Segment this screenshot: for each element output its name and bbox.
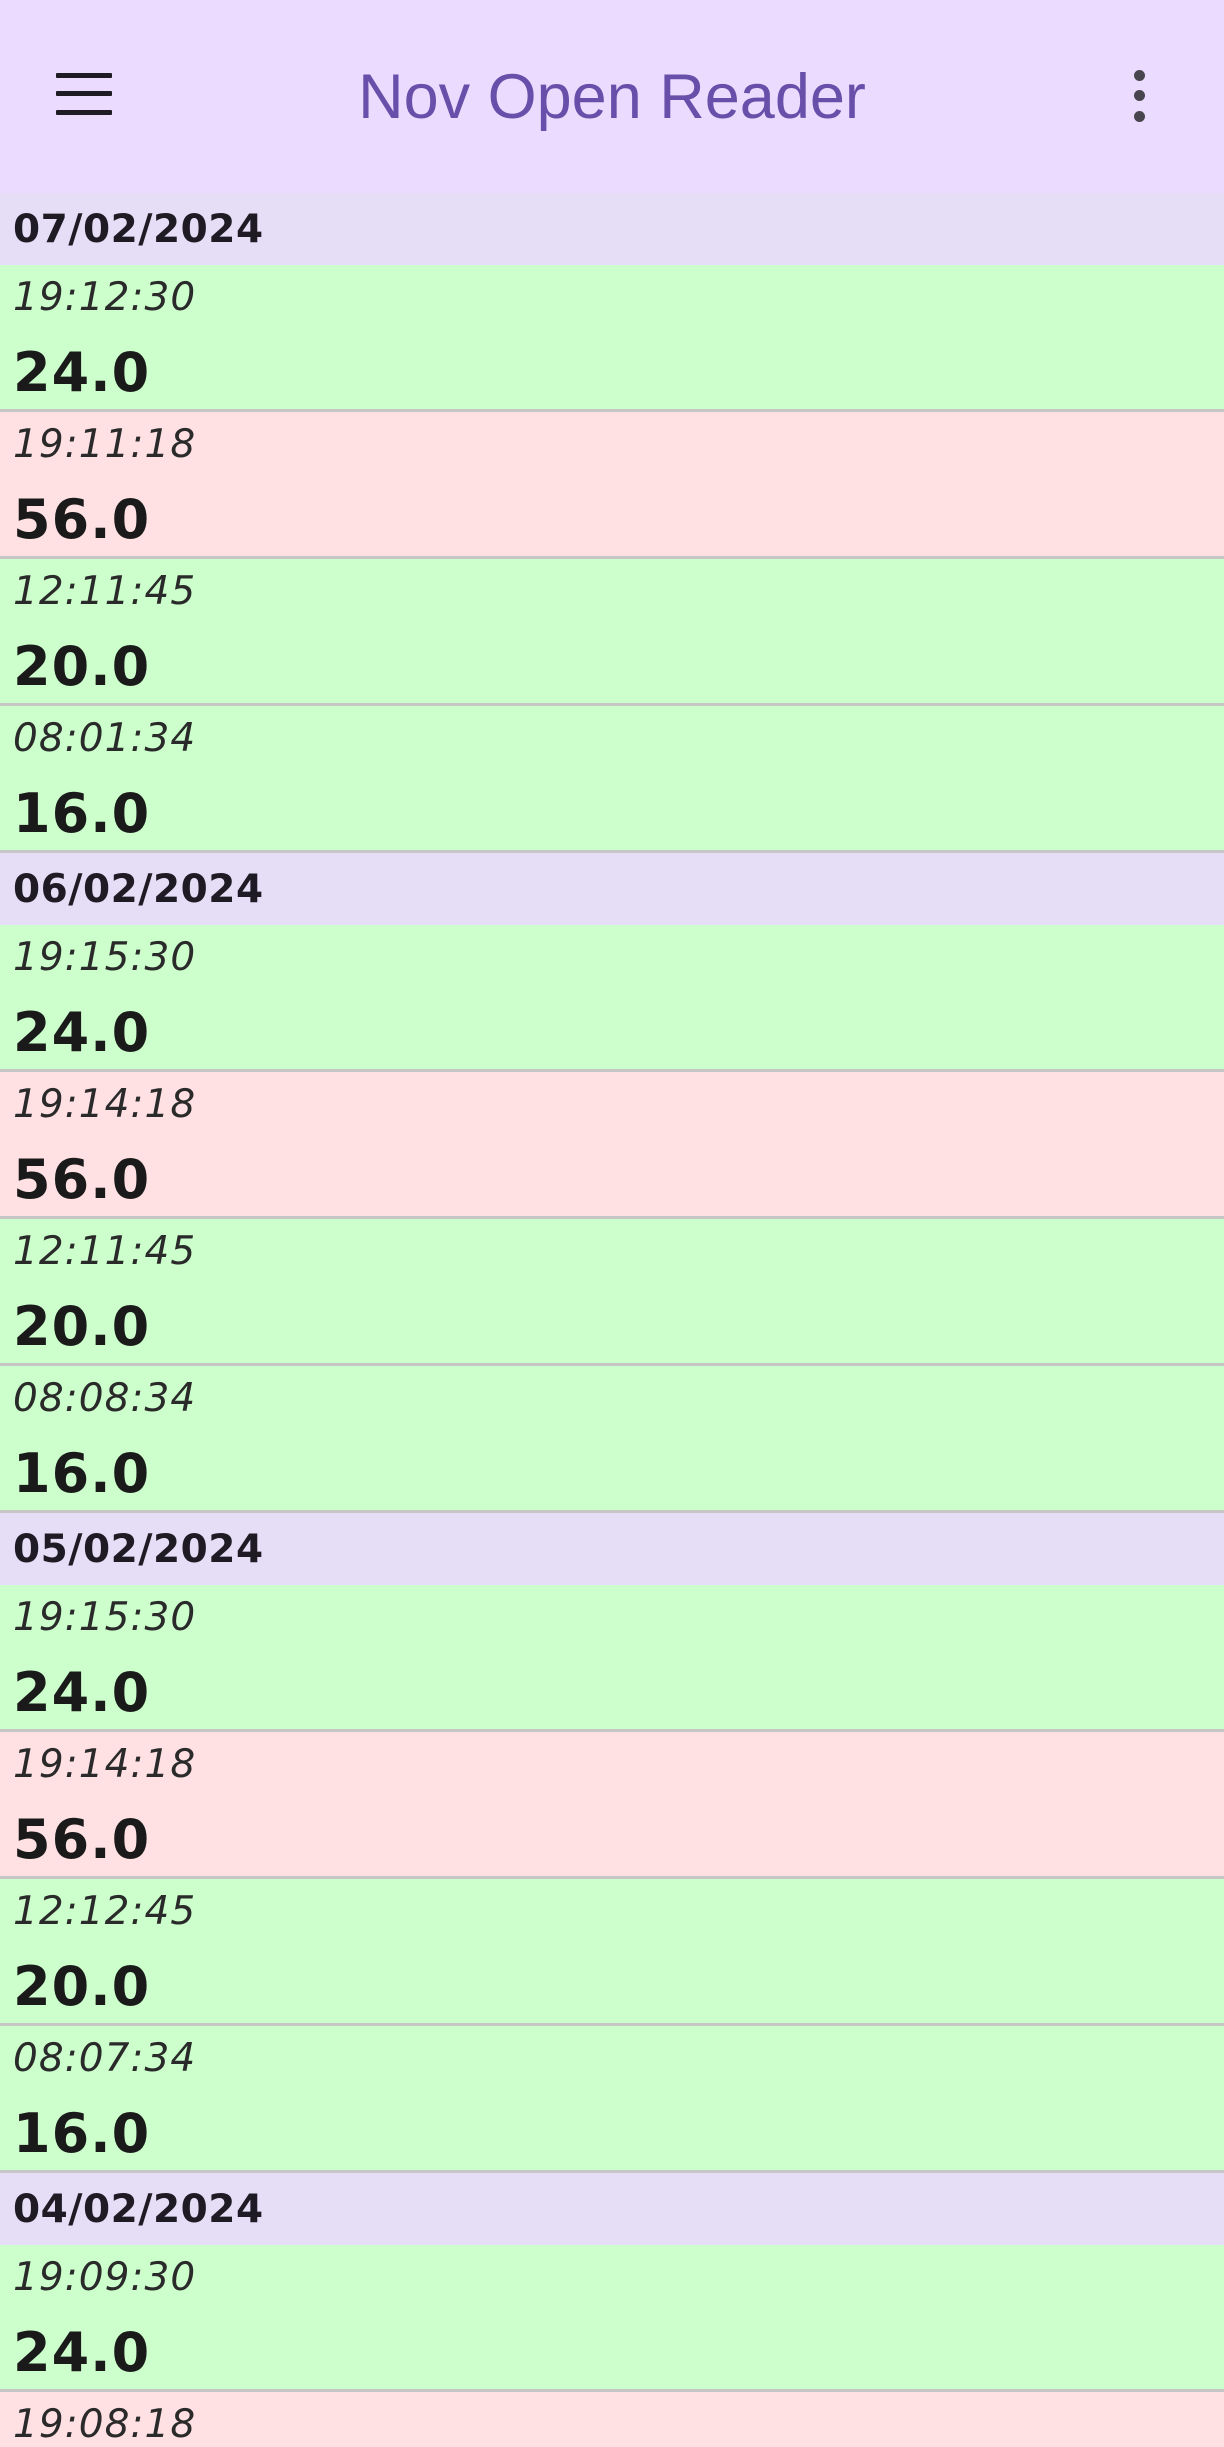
reading-time: 19:09:30 <box>13 2255 197 2300</box>
reading-value: 24.0 <box>13 1661 151 1724</box>
reading-row[interactable]: 12:12:45 20.0 <box>0 1879 1224 2026</box>
reading-row[interactable]: 19:08:18 <box>0 2392 1224 2447</box>
reading-time: 08:07:34 <box>13 2036 197 2081</box>
reading-time: 19:14:18 <box>13 1082 197 1127</box>
reading-time: 08:08:34 <box>13 1376 197 1421</box>
date-section-header: 06/02/2024 <box>0 853 1224 925</box>
hamburger-menu-icon[interactable] <box>56 73 112 117</box>
readings-list[interactable]: 07/02/2024 19:12:30 24.0 19:11:18 56.0 12:11:… <box>0 193 1224 2447</box>
reading-value: 56.0 <box>13 1808 151 1871</box>
reading-row[interactable]: 19:15:30 24.0 <box>0 925 1224 1072</box>
reading-value: 16.0 <box>13 1442 151 1505</box>
reading-value: 24.0 <box>13 341 151 404</box>
reading-row[interactable]: 08:08:34 16.0 <box>0 1366 1224 1513</box>
reading-row[interactable]: 19:14:18 56.0 <box>0 1072 1224 1219</box>
reading-time: 12:12:45 <box>13 1889 197 1934</box>
reading-time: 19:15:30 <box>13 1595 197 1640</box>
reading-value: 20.0 <box>13 635 151 698</box>
reading-row[interactable]: 19:11:18 56.0 <box>0 412 1224 559</box>
reading-value: 56.0 <box>13 1148 151 1211</box>
reading-time: 12:11:45 <box>13 1229 197 1274</box>
top-app-bar: Nov Open Reader <box>0 0 1224 193</box>
reading-value: 56.0 <box>13 488 151 551</box>
reading-row[interactable]: 12:11:45 20.0 <box>0 559 1224 706</box>
date-section-header: 07/02/2024 <box>0 193 1224 265</box>
date-section-header: 04/02/2024 <box>0 2173 1224 2245</box>
reading-value: 24.0 <box>13 2321 151 2384</box>
reading-time: 19:14:18 <box>13 1742 197 1787</box>
reading-value: 16.0 <box>13 782 151 845</box>
reading-time: 19:12:30 <box>13 275 197 320</box>
reading-value: 16.0 <box>13 2102 151 2165</box>
reading-row[interactable]: 19:15:30 24.0 <box>0 1585 1224 1732</box>
reading-row[interactable]: 19:09:30 24.0 <box>0 2245 1224 2392</box>
more-vert-icon[interactable] <box>1125 68 1155 124</box>
reading-time: 19:08:18 <box>13 2402 197 2447</box>
reading-time: 12:11:45 <box>13 569 197 614</box>
reading-row[interactable]: 08:07:34 16.0 <box>0 2026 1224 2173</box>
reading-row[interactable]: 19:14:18 56.0 <box>0 1732 1224 1879</box>
reading-time: 19:11:18 <box>13 422 197 467</box>
reading-time: 08:01:34 <box>13 716 197 761</box>
reading-value: 20.0 <box>13 1955 151 2018</box>
app-title: Nov Open Reader <box>358 61 866 132</box>
reading-row[interactable]: 12:11:45 20.0 <box>0 1219 1224 1366</box>
reading-row[interactable]: 08:01:34 16.0 <box>0 706 1224 853</box>
date-section-header: 05/02/2024 <box>0 1513 1224 1585</box>
reading-row[interactable]: 19:12:30 24.0 <box>0 265 1224 412</box>
reading-value: 24.0 <box>13 1001 151 1064</box>
reading-value: 20.0 <box>13 1295 151 1358</box>
reading-time: 19:15:30 <box>13 935 197 980</box>
